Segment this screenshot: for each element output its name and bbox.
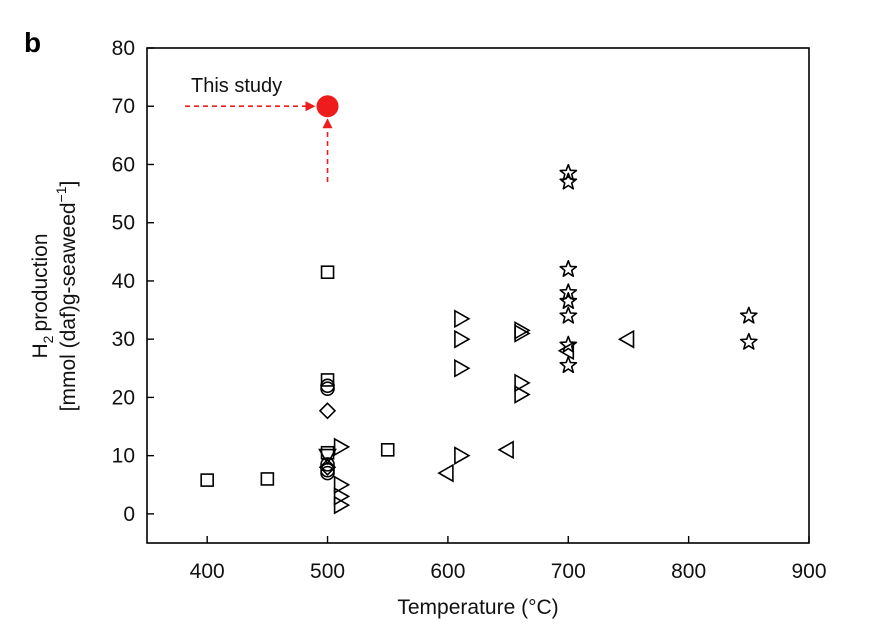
triangle-right-marker [454, 329, 471, 349]
diamond-marker [318, 458, 337, 476]
star-marker [559, 306, 578, 324]
star-marker [559, 335, 578, 353]
star-marker [559, 259, 578, 278]
y-tick-label: 60 [112, 153, 135, 176]
y-tick-label: 70 [112, 95, 135, 118]
highlight-arrowhead-horizontal [305, 101, 316, 112]
triangle-left-marker [617, 329, 635, 349]
y-axis-title-close: ] [57, 181, 80, 187]
triangle-right-marker [514, 373, 531, 393]
y-tick-label: 30 [112, 328, 135, 351]
triangle-left-marker [497, 440, 514, 460]
y-tick-label: 20 [112, 386, 135, 409]
svg-text:[mmol (daf)g-seaweed−1]: [mmol (daf)g-seaweed−1] [53, 181, 80, 412]
y-tick-label: 40 [112, 270, 135, 293]
triangle-right-marker [514, 321, 531, 340]
triangle-right-marker [333, 437, 351, 457]
triangle-down-marker [318, 448, 337, 466]
x-tick-label: 800 [671, 560, 706, 583]
y-axis-title-h: H [29, 343, 52, 358]
highlight-arrowhead-vertical [322, 118, 333, 129]
x-tick-label: 900 [791, 560, 826, 583]
diamond-marker [318, 402, 337, 420]
y-axis-title-line1: production [29, 233, 52, 331]
y-tick-label: 10 [112, 445, 135, 468]
star-marker [559, 356, 578, 374]
data-markers [200, 163, 758, 515]
triangle-right-marker [454, 358, 471, 378]
triangle-left-marker [437, 463, 454, 483]
y-axis-title-sup: −1 [53, 186, 69, 202]
circle-marker [320, 457, 335, 472]
square-marker [320, 265, 335, 280]
plot-frame [146, 47, 810, 544]
star-marker [739, 332, 758, 350]
triangle-right-marker [514, 385, 531, 404]
triangle-right-marker [514, 324, 531, 343]
panel-label: b [24, 27, 41, 58]
star-marker [559, 163, 578, 181]
circle-marker [320, 381, 335, 396]
y-tick-label: 50 [112, 212, 135, 235]
y-axis: 0 10 20 30 40 50 60 70 80 [112, 37, 154, 526]
y-axis-title-line2: [mmol (daf)g-seaweed [57, 202, 80, 411]
star-marker [739, 306, 758, 324]
square-marker [380, 443, 395, 457]
x-axis: 400 500 600 700 800 900 [190, 536, 827, 583]
triangle-right-marker [454, 309, 471, 329]
highlight-point [316, 95, 339, 118]
svg-text:H2production: H2 production [29, 233, 56, 358]
x-tick-label: 400 [190, 560, 225, 583]
triangle-right-marker [333, 475, 351, 495]
y-tick-label: 0 [123, 503, 135, 526]
star-marker [559, 172, 578, 190]
x-tick-label: 700 [551, 560, 586, 583]
square-marker [200, 473, 214, 487]
square-marker [260, 472, 275, 486]
y-axis-title: H2 production [mmol (daf)g-seaweed−1] [29, 181, 80, 412]
triangle-right-marker [333, 495, 351, 515]
x-tick-label: 500 [310, 560, 345, 583]
highlight-group: This study [185, 75, 339, 182]
triangle-right-marker [454, 446, 471, 465]
x-axis-title: Temperature (°C) [397, 596, 558, 619]
star-marker [559, 283, 578, 301]
circle-marker [320, 465, 335, 481]
y-tick-label: 80 [112, 37, 135, 60]
y-axis-title-sub: 2 [40, 335, 56, 343]
square-marker [320, 373, 335, 387]
highlight-label: This study [191, 75, 282, 97]
star-marker [559, 291, 578, 310]
x-tick-label: 600 [430, 560, 465, 583]
